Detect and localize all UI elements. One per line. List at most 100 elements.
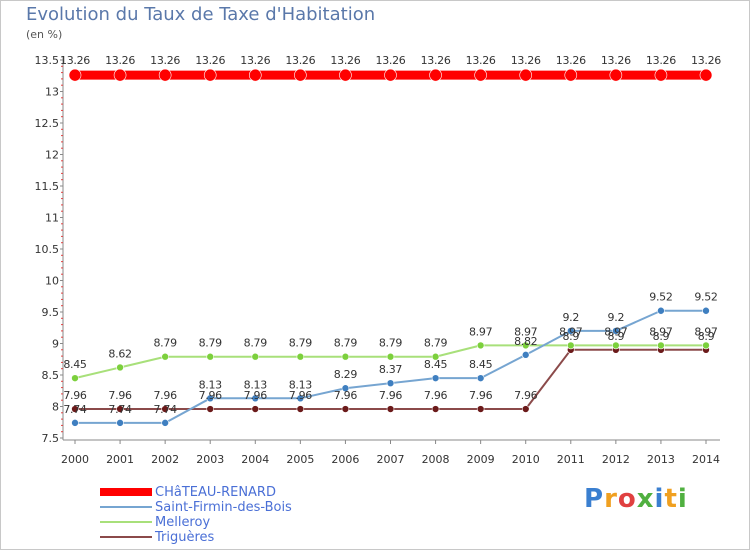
data-label: 7.74 xyxy=(63,403,87,416)
data-label: 8.45 xyxy=(424,358,448,371)
data-point xyxy=(386,352,395,361)
data-point xyxy=(431,405,440,413)
data-point xyxy=(521,341,530,350)
data-label: 8.79 xyxy=(153,337,177,350)
data-label: 8.9 xyxy=(562,330,579,343)
data-point xyxy=(341,384,350,393)
data-label: 8.37 xyxy=(379,363,403,376)
data-label: 8.79 xyxy=(424,337,448,350)
y-tick-label: 9.5 xyxy=(42,306,60,319)
data-point xyxy=(657,341,665,350)
data-point xyxy=(476,405,485,413)
y-tick-label: 10.5 xyxy=(35,243,60,256)
data-label: 9.52 xyxy=(694,291,717,304)
data-label: 13.26 xyxy=(285,54,315,67)
data-label: 13.26 xyxy=(511,54,541,67)
data-label: 13.26 xyxy=(646,54,676,67)
legend-swatch xyxy=(100,521,152,523)
data-label: 7.74 xyxy=(108,403,132,416)
legend-label: Melleroy xyxy=(155,515,211,530)
legend-swatch xyxy=(100,506,152,508)
data-point xyxy=(296,405,305,413)
data-point xyxy=(702,306,710,315)
x-tick-label: 2010 xyxy=(512,453,540,466)
data-label: 7.96 xyxy=(63,389,87,402)
data-point xyxy=(206,394,215,403)
data-label: 8.45 xyxy=(63,358,87,371)
y-tick-label: 9 xyxy=(52,338,59,351)
data-label: 8.62 xyxy=(108,347,131,360)
data-point xyxy=(699,68,713,82)
data-point xyxy=(296,352,305,361)
data-label: 8.97 xyxy=(694,325,718,338)
data-point xyxy=(71,405,79,413)
data-label: 7.96 xyxy=(199,389,223,402)
legend-label: Triguères xyxy=(155,530,215,545)
x-tick-label: 2013 xyxy=(647,453,675,466)
data-point xyxy=(657,306,665,315)
data-label: 7.96 xyxy=(108,389,132,402)
y-tick-label: 7.5 xyxy=(42,432,60,445)
data-point xyxy=(296,394,305,403)
data-point xyxy=(341,352,350,361)
data-label: 7.74 xyxy=(153,403,177,416)
data-point xyxy=(384,68,397,82)
data-point xyxy=(521,405,530,413)
data-point xyxy=(341,405,350,413)
legend-swatch xyxy=(100,536,152,538)
data-point xyxy=(161,352,169,361)
data-label: 7.96 xyxy=(469,389,493,402)
legend-label: CHâTEAU-RENARD xyxy=(155,485,276,500)
data-label: 13.26 xyxy=(556,54,586,67)
data-label: 8.9 xyxy=(698,330,715,343)
y-tick-label: 12.5 xyxy=(35,117,60,130)
y-tick-label: 11.5 xyxy=(35,180,60,193)
data-label: 8.13 xyxy=(244,378,268,391)
data-point xyxy=(566,327,575,335)
data-label: 9.2 xyxy=(608,311,625,324)
data-point xyxy=(203,68,217,82)
data-point xyxy=(251,394,260,403)
legend-item: CHâTEAU-RENARD xyxy=(100,485,400,500)
data-labels-layer: 7.96 7.96 7.96 7.96 7.96 7.96 7.96 7.96 7.96 7.96… xyxy=(60,54,722,416)
x-tick-label: 2003 xyxy=(196,453,224,466)
data-point xyxy=(474,68,487,82)
x-tick-label: 2007 xyxy=(377,453,405,466)
data-point xyxy=(476,341,485,350)
line-chart: 7.5 8 8.5 9 9.5 10 10.5 11 11.5 12 12.5 13 13.5 2000 2… xyxy=(35,54,722,466)
data-label: 9.52 xyxy=(649,291,672,304)
x-tick-label: 2000 xyxy=(61,453,89,466)
data-point xyxy=(294,68,307,82)
data-point xyxy=(71,374,79,382)
data-point xyxy=(113,68,127,82)
data-label: 8.13 xyxy=(289,378,313,391)
data-label: 8.97 xyxy=(559,325,583,338)
data-point xyxy=(431,374,440,382)
legend: CHâTEAU-RENARD Saint-Firmin-des-Bois Melle… xyxy=(100,485,400,545)
data-point xyxy=(116,405,124,413)
data-point xyxy=(612,327,620,335)
data-point xyxy=(161,419,169,427)
data-label: 8.13 xyxy=(199,378,223,391)
data-label: 7.96 xyxy=(514,389,538,402)
x-tick-label: 2006 xyxy=(331,453,359,466)
y-tick-label: 12 xyxy=(45,149,59,162)
data-point xyxy=(251,352,260,361)
data-point xyxy=(251,405,260,413)
data-label: 8.79 xyxy=(334,337,358,350)
data-point xyxy=(566,341,575,350)
data-label: 13.26 xyxy=(150,54,180,67)
y-tick-label: 11 xyxy=(45,212,59,225)
data-label: 7.96 xyxy=(289,389,313,402)
x-tick-label: 2009 xyxy=(467,453,495,466)
data-label: 8.79 xyxy=(199,337,223,350)
data-label: 13.26 xyxy=(691,54,721,67)
data-label: 8.45 xyxy=(469,358,493,371)
legend-item: Triguères xyxy=(100,530,400,545)
data-label: 9.2 xyxy=(562,311,579,324)
data-label: 13.26 xyxy=(105,54,135,67)
data-point xyxy=(71,419,79,427)
x-tick-label: 2005 xyxy=(286,453,314,466)
y-tick-label: 8 xyxy=(52,401,59,414)
